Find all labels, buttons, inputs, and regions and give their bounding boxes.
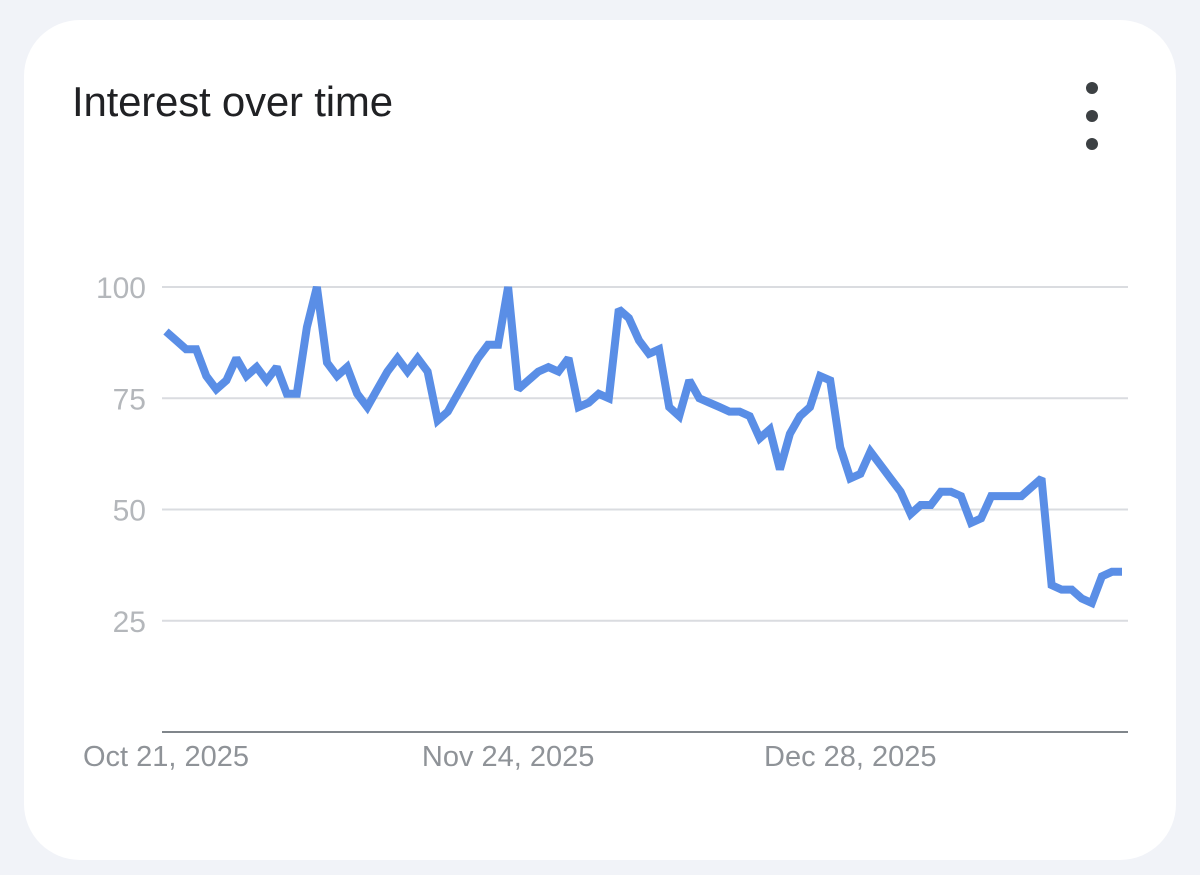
series-line	[163, 286, 1122, 609]
menu-dot	[1086, 82, 1098, 94]
more-vert-icon[interactable]	[1070, 78, 1114, 154]
menu-dot	[1086, 110, 1098, 122]
x-tick-label: Dec 28, 2025	[764, 741, 937, 773]
card-title: Interest over time	[72, 78, 393, 125]
y-tick-label: 75	[113, 383, 146, 416]
x-tick-label: Oct 21, 2025	[83, 741, 249, 773]
y-tick-label: 100	[96, 272, 146, 305]
menu-dot	[1086, 138, 1098, 150]
x-tick-label: Nov 24, 2025	[422, 741, 595, 773]
y-tick-label: 25	[113, 606, 146, 639]
y-tick-label: 50	[113, 495, 146, 528]
interest-over-time-card: Interest over time	[24, 20, 1176, 860]
